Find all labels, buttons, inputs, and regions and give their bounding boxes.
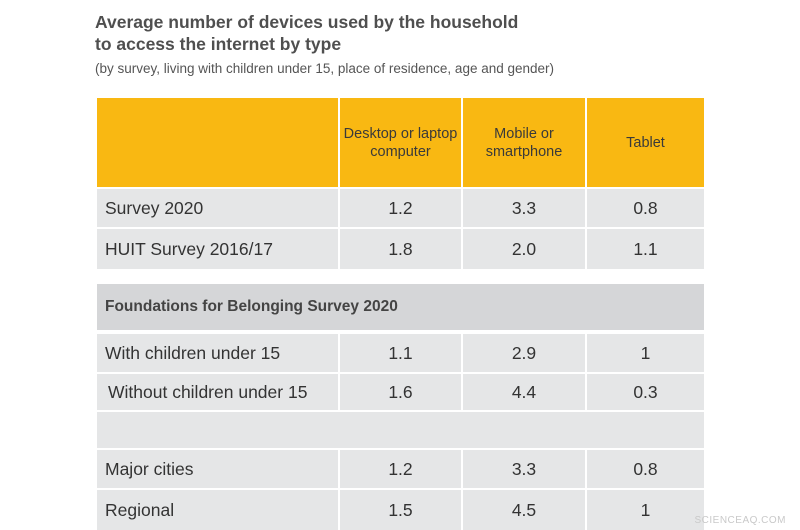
cell-mobile: 3.3: [463, 450, 585, 488]
cell-tablet: 0.8: [587, 189, 704, 227]
cell-mobile: 3.3: [463, 189, 585, 227]
watermark: SCIENCEAQ.COM: [694, 515, 786, 526]
title-line-2: to access the internet by type: [95, 34, 342, 54]
cell-desktop: 1.2: [340, 450, 461, 488]
header-tablet: Tablet: [587, 98, 704, 187]
title-line-1: Average number of devices used by the ho…: [95, 12, 519, 32]
cell-desktop: 1.5: [340, 490, 461, 530]
cell-desktop: 1.1: [340, 334, 461, 372]
header-empty-cell: [97, 98, 338, 187]
subtitle: (by survey, living with children under 1…: [95, 61, 555, 76]
cell-mobile: 4.4: [463, 374, 585, 410]
spacer-row: [97, 412, 704, 448]
header-desktop: Desktop or laptop computer: [340, 98, 461, 187]
cell-tablet: 1.1: [587, 229, 704, 269]
devices-table: Desktop or laptop computer Mobile or sma…: [97, 98, 704, 530]
row-label: Regional: [97, 490, 338, 530]
cell-tablet: 0.8: [587, 450, 704, 488]
cell-mobile: 2.9: [463, 334, 585, 372]
cell-tablet: 1: [587, 334, 704, 372]
cell-desktop: 1.8: [340, 229, 461, 269]
chart-title: Average number of devices used by the ho…: [95, 11, 735, 55]
header-mobile: Mobile or smartphone: [463, 98, 585, 187]
cell-desktop: 1.2: [340, 189, 461, 227]
cell-tablet: 1: [587, 490, 704, 530]
section-heading: Foundations for Belonging Survey 2020: [97, 284, 704, 330]
cell-mobile: 2.0: [463, 229, 585, 269]
cell-desktop: 1.6: [340, 374, 461, 410]
row-label: HUIT Survey 2016/17: [97, 229, 338, 269]
row-label: Major cities: [97, 450, 338, 488]
row-label: With children under 15: [97, 334, 338, 372]
row-label: Without children under 15: [97, 374, 338, 410]
cell-mobile: 4.5: [463, 490, 585, 530]
row-label: Survey 2020: [97, 189, 338, 227]
cell-tablet: 0.3: [587, 374, 704, 410]
